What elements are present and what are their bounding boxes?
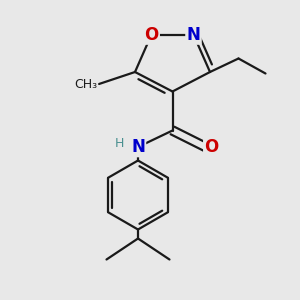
Text: N: N	[131, 138, 145, 156]
Text: CH₃: CH₃	[74, 77, 98, 91]
Text: O: O	[204, 138, 219, 156]
Text: O: O	[144, 26, 159, 44]
Text: H: H	[115, 137, 124, 150]
Text: N: N	[187, 26, 200, 44]
